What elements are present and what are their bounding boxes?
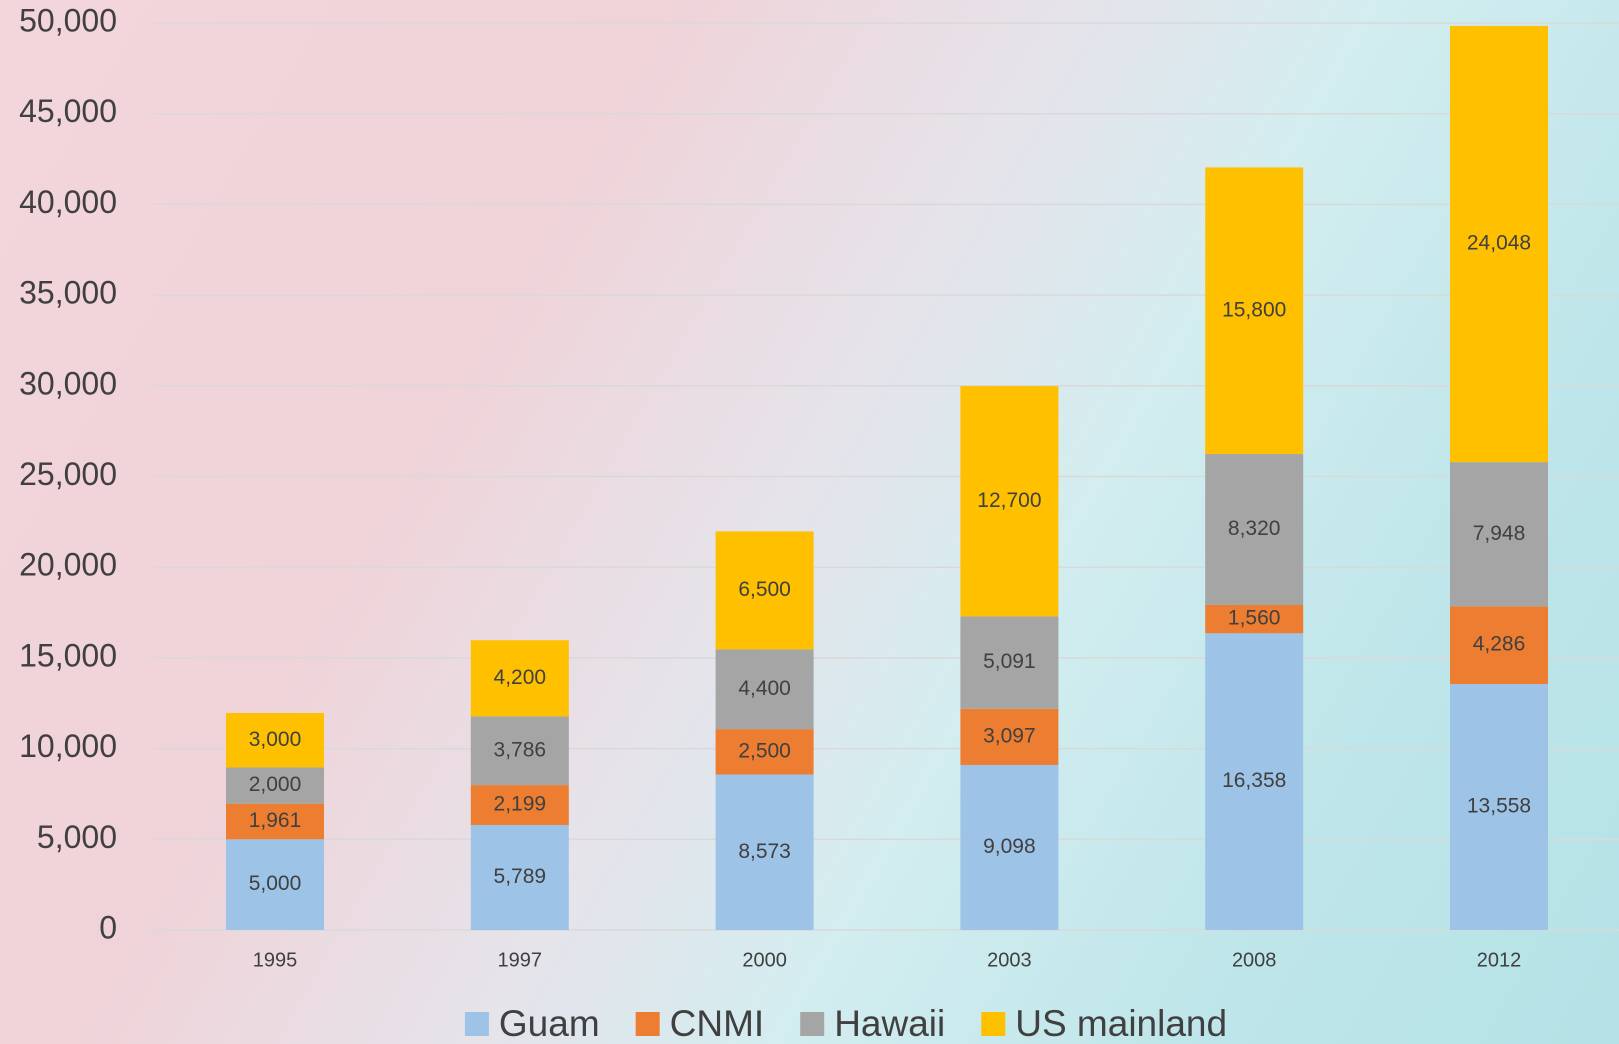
legend-label: Hawaii: [834, 1003, 945, 1044]
data-label: 13,558: [1467, 795, 1531, 818]
y-tick-label: 30,000: [19, 365, 117, 401]
chart: 0 5,000 10,000 15,000 20,000 25,000 30,000 35,0…: [0, 0, 1619, 1044]
legend-label: US mainland: [1015, 1003, 1227, 1044]
y-tick-label: 5,000: [37, 819, 117, 855]
data-label: 9,098: [983, 835, 1036, 858]
x-tick-label: 2003: [987, 949, 1032, 971]
y-tick-label: 20,000: [19, 547, 117, 583]
legend-swatch: [981, 1012, 1005, 1036]
legend-label: Guam: [499, 1003, 600, 1044]
data-label: 5,789: [494, 865, 547, 888]
y-tick-label: 45,000: [19, 93, 117, 129]
data-label: 5,091: [983, 650, 1036, 673]
legend-swatch: [636, 1012, 660, 1036]
data-label: 4,400: [738, 677, 791, 700]
legend-swatch: [465, 1012, 489, 1036]
y-tick-label: 40,000: [19, 184, 117, 220]
data-label: 4,200: [494, 666, 547, 689]
data-label: 15,800: [1222, 298, 1286, 321]
y-tick-label: 10,000: [19, 728, 117, 764]
data-label: 3,000: [249, 728, 302, 751]
data-label: 12,700: [977, 489, 1041, 512]
data-label: 7,948: [1473, 522, 1526, 545]
x-tick-label: 2000: [742, 949, 787, 971]
data-label: 2,199: [494, 793, 547, 816]
data-label: 2,000: [249, 773, 302, 796]
data-label: 16,358: [1222, 769, 1286, 792]
y-tick-label: 35,000: [19, 275, 117, 311]
y-tick-label: 0: [99, 909, 117, 945]
data-label: 3,786: [494, 738, 547, 761]
y-tick-label: 25,000: [19, 456, 117, 492]
legend-swatch: [800, 1012, 824, 1036]
page: 0 5,000 10,000 15,000 20,000 25,000 30,000 35,0…: [0, 0, 1619, 1044]
x-tick-label: 2012: [1477, 949, 1522, 971]
x-tick-label: 1995: [253, 949, 298, 971]
data-label: 8,573: [738, 840, 791, 863]
data-label: 4,286: [1473, 633, 1526, 656]
x-tick-label: 1997: [498, 949, 543, 971]
data-label: 24,048: [1467, 232, 1531, 255]
data-label: 1,560: [1228, 607, 1281, 630]
data-label: 2,500: [738, 739, 791, 762]
data-label: 3,097: [983, 724, 1036, 747]
data-label: 8,320: [1228, 517, 1281, 540]
data-label: 5,000: [249, 872, 302, 895]
y-tick-label: 50,000: [19, 2, 117, 38]
data-label: 6,500: [738, 578, 791, 601]
y-tick-label: 15,000: [19, 637, 117, 673]
data-label: 1,961: [249, 809, 302, 832]
legend-label: CNMI: [670, 1003, 765, 1044]
x-tick-label: 2008: [1232, 949, 1277, 971]
